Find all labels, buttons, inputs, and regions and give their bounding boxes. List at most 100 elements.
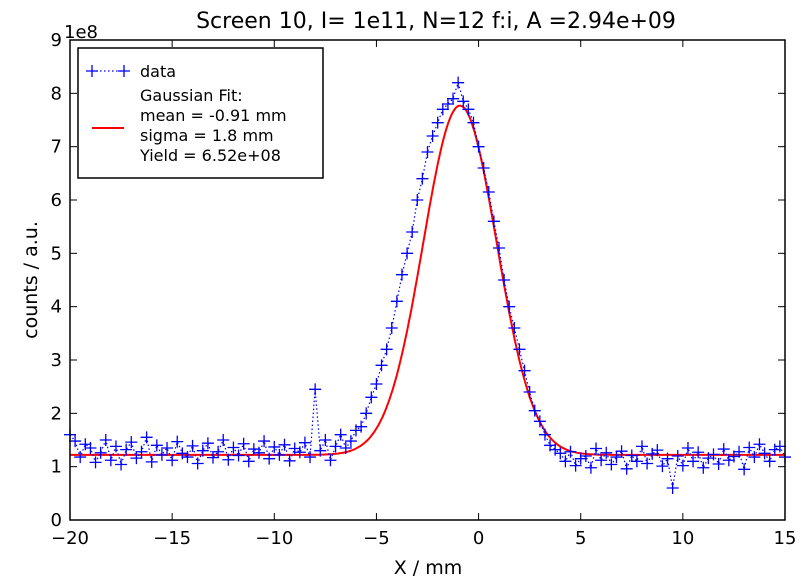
data-point: [498, 274, 511, 286]
data-point: [447, 92, 460, 105]
data-point: [441, 98, 454, 110]
data-point: [763, 455, 776, 468]
y-tick-label: 0: [51, 510, 62, 531]
data-point: [298, 436, 311, 449]
data-point: [237, 437, 250, 450]
data-point: [411, 194, 424, 206]
data-point: [150, 439, 163, 452]
data-point: [666, 482, 679, 494]
data-point: [559, 455, 572, 468]
legend-data-label: data: [140, 62, 176, 81]
data-point: [610, 451, 623, 464]
data-point: [533, 415, 546, 428]
data-point: [120, 443, 133, 456]
data-point: [564, 445, 577, 458]
data-point: [181, 451, 194, 464]
data-point: [263, 452, 276, 465]
y-tick-label: 9: [51, 30, 62, 51]
data-point: [355, 420, 368, 433]
y-axis-multiplier: 1e8: [64, 22, 98, 43]
data-point: [743, 441, 756, 454]
data-point: [426, 130, 439, 142]
data-point: [630, 455, 643, 468]
data-point: [615, 445, 628, 458]
data-point: [324, 454, 337, 467]
data-point: [74, 451, 87, 464]
legend-fit-line-2: mean = -0.91 mm: [140, 106, 287, 125]
data-point: [523, 386, 536, 398]
data-point: [528, 404, 541, 417]
data-point: [140, 431, 153, 444]
x-tick-label: −20: [51, 528, 89, 549]
data-point: [717, 443, 730, 456]
data-point: [283, 454, 296, 467]
y-tick-label: 7: [51, 137, 62, 158]
data-point: [401, 247, 414, 260]
legend-data-swatch: [86, 65, 130, 77]
data-point: [390, 295, 403, 308]
data-point: [171, 435, 184, 448]
data-point: [278, 438, 291, 451]
data-point: [554, 447, 567, 460]
data-point: [212, 445, 225, 458]
data-point: [370, 378, 383, 390]
data-point: [145, 455, 158, 468]
data-point: [605, 458, 618, 471]
y-tick-label: 5: [51, 243, 62, 264]
data-point: [681, 442, 694, 454]
data-point: [773, 440, 786, 453]
data-point: [94, 446, 107, 459]
ticks-layer: −20 −15 −10 −5 0 5 10 15 0 1 2 3 4 5 6 7 8 9: [51, 30, 797, 549]
data-point: [232, 449, 245, 462]
y-tick-label: 1: [51, 457, 62, 478]
data-point: [641, 457, 654, 470]
data-point: [416, 172, 429, 185]
data-point: [339, 442, 352, 454]
data-point: [513, 343, 526, 356]
data-point: [329, 440, 342, 453]
chart-title: Screen 10, I= 1e11, N=12 f:i, A =2.94e+0…: [196, 9, 676, 34]
x-tick-label: 5: [575, 528, 586, 549]
data-point: [360, 407, 373, 420]
y-tick-label: 3: [51, 350, 62, 371]
data-point: [600, 446, 613, 459]
x-tick-label: 15: [774, 528, 797, 549]
data-point: [314, 444, 327, 457]
y-tick-label: 2: [51, 403, 62, 424]
y-tick-label: 8: [51, 83, 62, 104]
data-point: [574, 452, 587, 465]
data-point: [380, 343, 393, 356]
data-point: [196, 444, 209, 457]
data-point: [584, 461, 597, 474]
data-point: [462, 103, 475, 116]
data-point: [135, 445, 148, 458]
data-point: [493, 242, 505, 254]
data-point: [477, 162, 490, 174]
data-point: [222, 453, 235, 466]
data-point: [636, 440, 648, 453]
data-point: [697, 461, 710, 474]
data-point: [186, 439, 199, 452]
data-point: [191, 457, 204, 470]
data-point: [166, 454, 179, 467]
legend-box: [77, 47, 324, 179]
data-point: [104, 454, 117, 467]
gaussian-fit-line: [70, 104, 785, 456]
data-point: [472, 140, 485, 153]
data-point: [406, 226, 419, 238]
data-point: [518, 364, 531, 377]
axes-frame: [69, 39, 786, 521]
data-point: [84, 442, 97, 454]
data-point: [482, 186, 495, 198]
data-point: [758, 447, 771, 460]
y-tick-label: 4: [51, 297, 62, 318]
data-point: [590, 442, 603, 455]
data-point: [579, 450, 592, 462]
legend-data-swatch-marker: [118, 65, 130, 77]
data-point: [89, 456, 102, 469]
data-point: [671, 450, 684, 462]
data-point: [595, 454, 608, 467]
data-point: [692, 446, 705, 459]
